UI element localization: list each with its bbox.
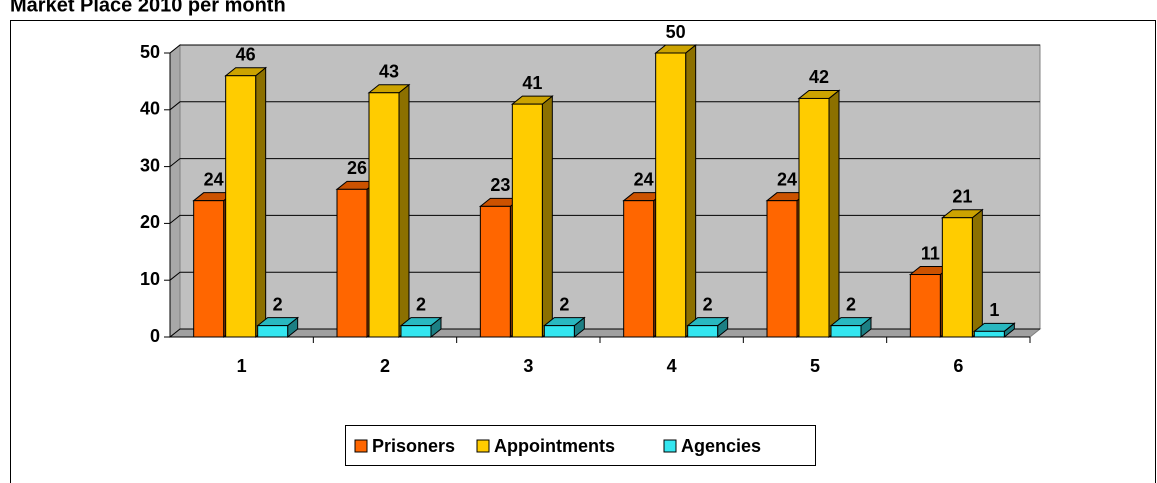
x-tick-label: 2 (380, 356, 390, 376)
bar-front (798, 97, 830, 338)
legend-swatch (354, 439, 368, 453)
data-label: 2 (846, 294, 856, 314)
grid-line (169, 158, 1040, 167)
bar (829, 316, 873, 339)
data-label: 24 (777, 169, 797, 189)
bar-front (623, 200, 655, 338)
y-tick-label: 50 (140, 42, 160, 62)
floor (168, 328, 1042, 338)
bar (542, 316, 586, 339)
data-label: 1 (989, 300, 999, 320)
bar (510, 95, 554, 339)
x-tick-label: 4 (667, 356, 677, 376)
bar-front (479, 205, 511, 338)
bar (367, 83, 411, 339)
bar-side (685, 43, 697, 339)
data-label: 23 (490, 175, 510, 195)
data-label: 41 (522, 73, 542, 93)
bar-front (225, 75, 257, 338)
legend-label: Prisoners (372, 436, 455, 456)
bar-front (830, 325, 862, 338)
data-label: 50 (666, 22, 686, 42)
grid-line (169, 44, 1040, 54)
bar-front (257, 325, 289, 338)
x-tick-label: 6 (953, 356, 963, 376)
bar (399, 316, 443, 339)
grid-line (169, 271, 1040, 281)
back-wall (179, 44, 1041, 330)
data-label: 2 (273, 294, 283, 314)
bar-front (973, 330, 1005, 338)
data-label: 43 (379, 62, 399, 82)
data-label: 24 (634, 169, 654, 189)
bar-front (655, 52, 687, 338)
bar (686, 316, 730, 339)
bar-front (368, 92, 400, 338)
y-tick-label: 30 (140, 155, 160, 175)
data-label: 21 (952, 186, 972, 206)
x-tick-label: 5 (810, 356, 820, 376)
bar-front (941, 217, 973, 338)
y-tick-label: 10 (140, 269, 160, 289)
y-tick-label: 40 (140, 99, 160, 119)
x-tick-label: 3 (523, 356, 533, 376)
data-label: 11 (921, 243, 940, 263)
legend-swatch (663, 439, 677, 453)
bar-front (909, 274, 941, 338)
bar (797, 89, 841, 339)
bar-side (398, 83, 410, 339)
data-label: 2 (559, 294, 569, 314)
bar-front (687, 325, 719, 338)
legend-label: Agencies (681, 436, 761, 456)
side-wall (169, 43, 181, 339)
legend: Prisoners Appointments Agencies (345, 425, 816, 466)
data-label: 26 (347, 158, 367, 178)
data-label: 2 (703, 294, 713, 314)
chart-title: Market Place 2010 per month (10, 0, 286, 16)
data-label: 24 (204, 169, 224, 189)
data-label: 42 (809, 67, 829, 87)
bar (972, 322, 1016, 339)
bar-front (336, 188, 368, 338)
bar-front (543, 325, 575, 338)
bar-front (511, 103, 543, 338)
x-tick-label: 1 (237, 356, 247, 376)
y-tick-label: 0 (150, 326, 160, 346)
bar (940, 208, 984, 339)
bar-side (541, 95, 553, 339)
y-tick-label: 20 (140, 212, 160, 232)
grid-line (169, 328, 1040, 338)
bar-front (766, 200, 798, 338)
bar (654, 43, 698, 339)
legend-swatch (476, 439, 490, 453)
grid-line (169, 101, 1040, 111)
bar-side (828, 89, 840, 339)
bar-side (255, 66, 267, 339)
bar-front (400, 325, 432, 338)
bar (256, 316, 300, 339)
data-label: 2 (416, 294, 426, 314)
legend-label: Appointments (494, 436, 615, 456)
bar-side (971, 208, 983, 339)
grid-line (169, 214, 1040, 224)
legend-box (345, 425, 816, 466)
bar (224, 66, 268, 339)
bar-front (193, 200, 225, 338)
data-label: 46 (236, 44, 256, 64)
